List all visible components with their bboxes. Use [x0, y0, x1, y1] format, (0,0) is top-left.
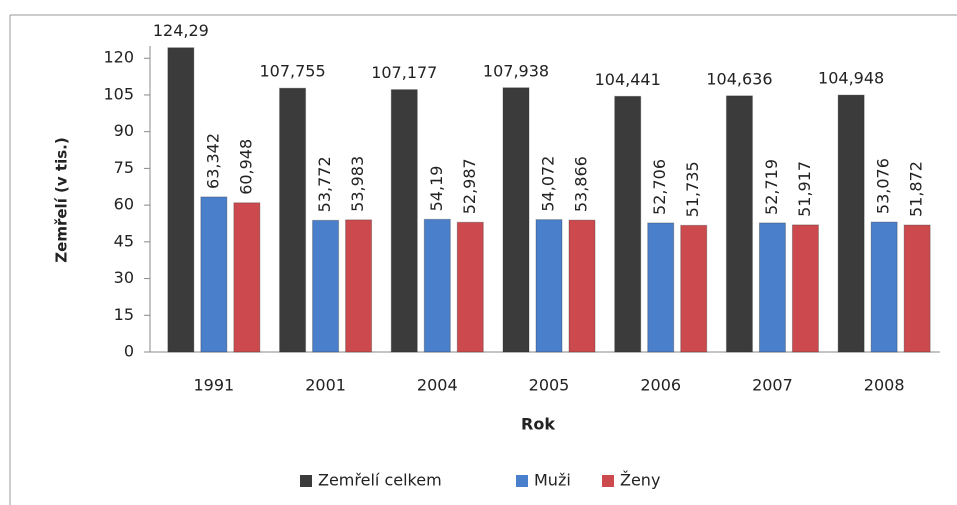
- value-label: 51,917: [795, 161, 814, 217]
- bar: [502, 87, 530, 353]
- value-label: 51,872: [907, 161, 926, 217]
- x-tick-label: 1991: [193, 376, 234, 395]
- value-label: 52,719: [762, 159, 781, 215]
- x-tick-label: 2005: [529, 376, 570, 395]
- x-tick-label: 2008: [864, 376, 905, 395]
- bar: [200, 196, 228, 353]
- x-axis-title: Rok: [521, 415, 555, 434]
- legend-swatch: [300, 475, 312, 487]
- legend-swatch: [516, 475, 528, 487]
- y-tick-label: 45: [114, 231, 134, 250]
- bar: [167, 47, 195, 353]
- bar: [870, 221, 898, 353]
- legend-swatch: [602, 475, 614, 487]
- y-tick-label: 120: [103, 48, 134, 67]
- value-label: 53,983: [348, 156, 367, 212]
- value-label: 54,072: [539, 156, 558, 212]
- bar: [791, 224, 819, 353]
- bar: [535, 219, 563, 353]
- legend-label: Ženy: [620, 471, 660, 490]
- y-tick-label: 75: [114, 158, 134, 177]
- bar: [680, 224, 708, 353]
- bar: [837, 94, 865, 353]
- y-tick-label: 30: [114, 268, 134, 287]
- value-label: 51,735: [683, 161, 702, 217]
- value-label: 124,29: [153, 21, 209, 40]
- y-tick-label: 90: [114, 121, 134, 140]
- y-tick-label: 0: [124, 342, 134, 361]
- value-label: 60,948: [236, 139, 255, 195]
- value-label: 107,938: [483, 61, 549, 80]
- bar: [423, 218, 451, 353]
- bar: [568, 219, 596, 353]
- bar: [614, 95, 642, 353]
- bar: [647, 222, 675, 353]
- bar: [390, 89, 418, 353]
- legend-label: Zemřelí celkem: [318, 471, 442, 490]
- value-label: 104,441: [595, 70, 661, 89]
- y-tick-label: 105: [103, 84, 134, 103]
- x-tick-label: 2006: [640, 376, 681, 395]
- value-label: 53,076: [874, 158, 893, 214]
- y-tick-label: 60: [114, 195, 134, 214]
- bar: [456, 221, 484, 353]
- bar: [903, 224, 931, 353]
- value-label: 104,948: [818, 69, 884, 88]
- bar: [758, 222, 786, 353]
- y-axis-title: Zemřelí (v tis.): [53, 137, 71, 262]
- y-tick-label: 15: [114, 305, 134, 324]
- bar: [312, 219, 340, 353]
- bar: [725, 95, 753, 353]
- x-tick-label: 2007: [752, 376, 793, 395]
- value-label: 52,987: [460, 158, 479, 214]
- x-tick-label: 2004: [417, 376, 458, 395]
- value-label: 53,772: [315, 156, 334, 212]
- value-label: 54,19: [427, 166, 446, 212]
- value-label: 104,636: [706, 69, 772, 88]
- legend-label: Muži: [534, 471, 571, 490]
- value-label: 63,342: [203, 133, 222, 189]
- bar: [345, 219, 373, 353]
- value-label: 107,177: [371, 63, 437, 82]
- bar: [279, 87, 307, 353]
- value-label: 107,755: [259, 62, 325, 81]
- bar: [233, 202, 261, 353]
- value-label: 52,706: [650, 159, 669, 215]
- value-label: 53,866: [572, 156, 591, 212]
- x-tick-label: 2001: [305, 376, 346, 395]
